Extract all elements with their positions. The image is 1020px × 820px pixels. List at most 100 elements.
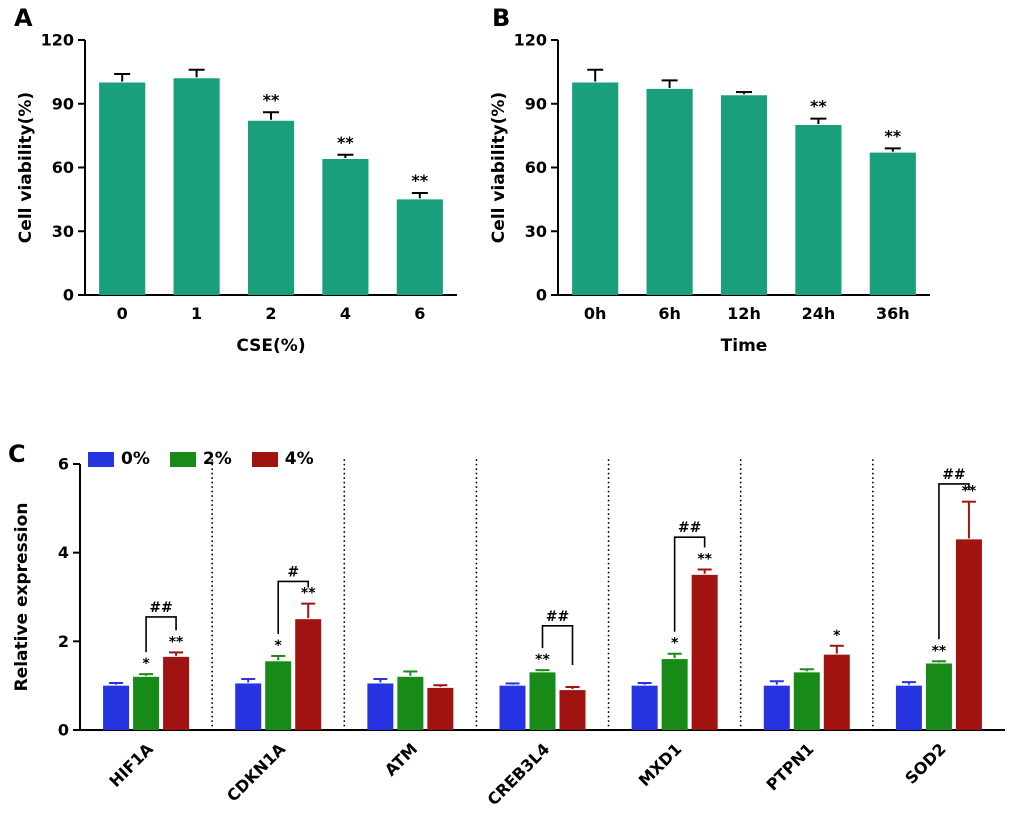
significance-marker: ** [962,484,977,500]
y-axis-title: Cell viability(%) [16,92,36,243]
bar [235,683,262,730]
x-tick-label: ATM [381,739,421,779]
x-tick-label: 1 [191,304,202,323]
x-tick-label: SOD2 [901,739,949,787]
significance-marker: ** [301,586,316,602]
bar [397,676,424,730]
bar [499,685,526,730]
significance-marker: ** [169,634,184,650]
y-axis-title: Relative expression [12,503,32,692]
bar [265,661,292,730]
bar [103,685,130,730]
x-tick-label: CDKN1A [223,739,289,805]
bar [427,687,454,730]
comparison-bracket [938,483,970,640]
legend-swatch [251,451,278,467]
y-tick-label: 30 [52,222,74,241]
bar [795,125,842,295]
significance-marker: ** [535,652,550,668]
bar [559,690,586,730]
x-tick-label: 36h [876,304,910,323]
bar [869,152,916,295]
y-tick-label: 0 [536,286,547,305]
y-tick-label: 60 [525,158,547,177]
comparison-bracket [277,580,310,634]
bar [529,672,556,730]
bar [925,663,952,730]
bar [631,685,658,730]
y-tick-label: 120 [41,31,74,50]
bar [367,683,394,730]
bar [133,676,160,730]
bar [793,672,820,730]
y-tick-label: 2 [58,632,69,651]
bar [823,654,850,730]
panel-b-chart: 0 30 60 90 120 Cell viability(%) 0h 6h 12h 24h ** 3… [489,31,930,356]
significance-marker: * [671,636,679,652]
x-tick-label: CREB3L4 [484,739,554,809]
bar [396,199,443,295]
x-tick-label: 12h [727,304,761,323]
significance-marker: * [142,656,150,672]
bar [720,95,768,295]
y-tick-label: 90 [525,94,547,113]
bar [646,88,693,295]
legend-item: 2% [169,449,232,469]
significance-marker: * [833,628,841,644]
y-tick-label: 60 [52,158,74,177]
bar [247,120,295,295]
y-tick-label: 120 [514,31,547,50]
legend-label: 0% [121,449,150,469]
bar [163,656,190,730]
legend-label: 4% [284,449,314,469]
x-axis-title: Time [721,336,768,356]
legend-swatch [169,451,196,467]
y-tick-label: 90 [52,94,74,113]
significance-marker: ** [337,133,354,152]
comparison-bracket [673,536,706,632]
x-axis-title: CSE(%) [236,336,305,356]
y-tick-label: 0 [58,721,69,740]
bar [322,159,369,295]
panel-a-label: A [14,4,33,32]
x-tick-label: PTPN1 [763,739,818,794]
significance-marker: ** [411,171,428,190]
legend-item: 4% [251,449,314,469]
bar [295,619,322,730]
significance-marker: ** [697,552,712,568]
panel-b-label: B [492,4,511,32]
legend-item: 0% [88,449,150,469]
significance-marker: ** [810,97,827,116]
y-tick-label: 6 [58,455,69,474]
comparison-bracket [145,616,177,653]
bar [173,78,220,295]
bracket-label: ## [942,467,965,483]
legend: 0% 2% 4% [88,449,314,469]
x-tick-label: HIF1A [105,739,157,791]
bar [955,539,982,730]
bar [895,685,922,730]
significance-marker: ** [884,126,901,145]
panel-a-chart: 0 30 60 90 120 Cell viability(%) 0 1 2 ** 4 ** 6 ** CS… [16,31,457,356]
x-tick-label: 2 [265,304,276,323]
x-tick-label: 0h [584,304,607,323]
bracket-label: # [287,564,299,580]
legend-swatch [88,451,114,467]
bracket-label: ## [149,600,172,616]
bar [572,82,619,295]
legend-label: 2% [202,449,232,469]
y-tick-label: 30 [525,222,547,241]
bar [691,574,718,730]
x-tick-label: 6h [658,304,681,323]
x-tick-label: 24h [802,304,836,323]
y-tick-label: 4 [58,543,69,562]
y-tick-label: 0 [63,286,74,305]
y-axis-title: Cell viability(%) [489,92,509,243]
bracket-label: ## [546,609,569,625]
bar [99,82,146,295]
significance-marker: ** [263,90,280,109]
bar [763,685,790,730]
significance-marker: * [275,638,283,654]
